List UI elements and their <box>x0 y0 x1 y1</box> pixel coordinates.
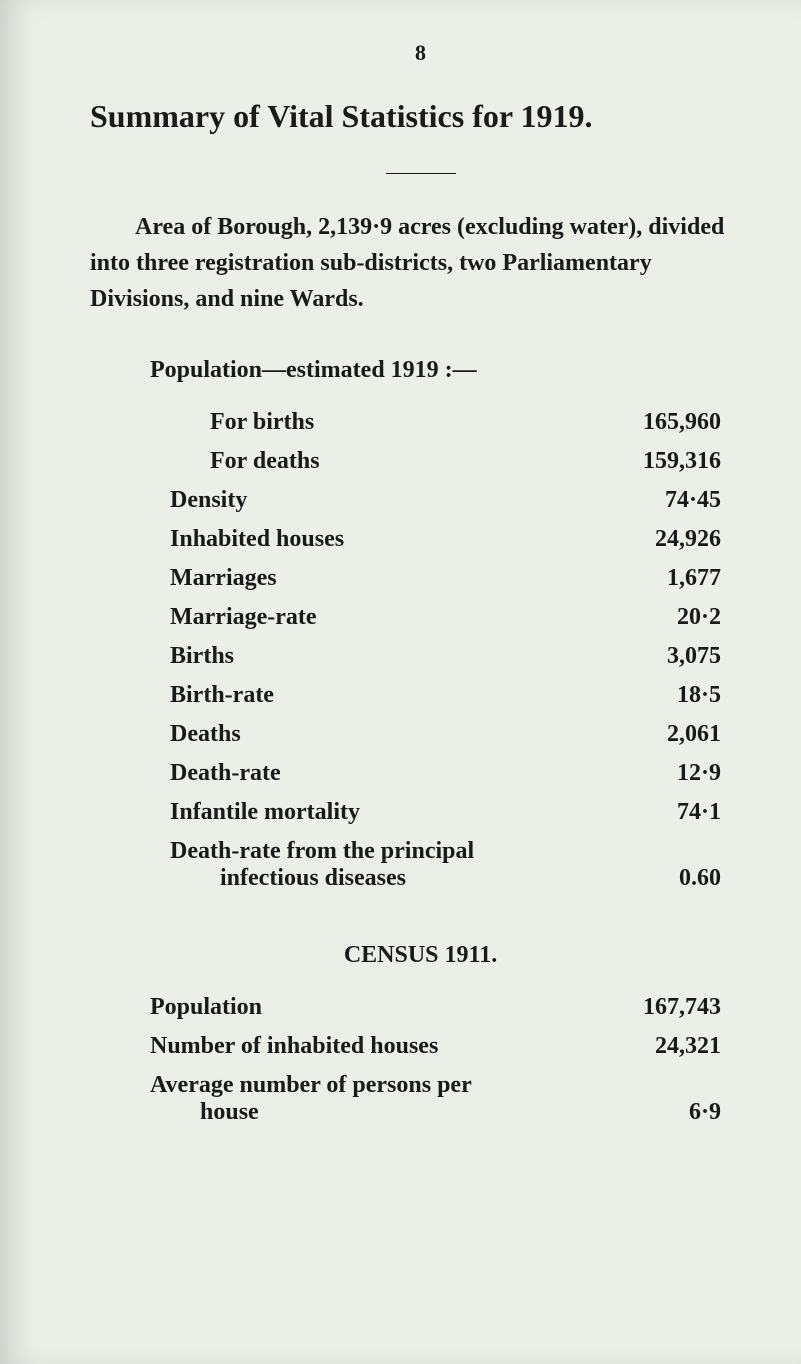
stat-value: 20·2 <box>601 604 721 631</box>
stat-value: 167,743 <box>601 994 721 1021</box>
stat-row-inhabited-houses: Inhabited houses 24,926 <box>170 526 721 553</box>
stat-row-for-births: For births 165,960 <box>210 409 721 436</box>
stat-value: 24,321 <box>601 1033 721 1060</box>
stat-value: 1,677 <box>601 565 721 592</box>
stat-label: Births <box>170 643 601 670</box>
stat-label: Inhabited houses <box>170 526 601 553</box>
stat-row-infectious-line1: Death-rate from the principal <box>170 838 721 865</box>
page-title: Summary of Vital Statistics for 1919. <box>90 96 751 138</box>
census-row-avg-line2: house 6·9 <box>200 1099 721 1126</box>
stat-value: 165,960 <box>601 409 721 436</box>
stat-label: Deaths <box>170 721 601 748</box>
stat-label: Birth-rate <box>170 682 601 709</box>
stat-row-density: Density 74·45 <box>170 487 721 514</box>
stat-value: 0.60 <box>601 865 721 892</box>
census-row-avg-line1: Average number of persons per <box>150 1072 721 1099</box>
stat-row-deaths: Deaths 2,061 <box>170 721 721 748</box>
stat-value: 6·9 <box>601 1099 721 1126</box>
stat-value: 159,316 <box>601 448 721 475</box>
stat-row-infectious-line2: infectious diseases 0.60 <box>220 865 721 892</box>
stat-row-death-rate: Death-rate 12·9 <box>170 760 721 787</box>
stat-label: Population <box>150 994 601 1021</box>
document-page: 8 Summary of Vital Statistics for 1919. … <box>0 0 801 1364</box>
stat-row-birth-rate: Birth-rate 18·5 <box>170 682 721 709</box>
stat-row-marriage-rate: Marriage-rate 20·2 <box>170 604 721 631</box>
stat-value: 24,926 <box>601 526 721 553</box>
divider <box>386 173 456 174</box>
intro-paragraph: Area of Borough, 2,139·9 acres (excludin… <box>90 209 751 317</box>
stat-label: Infantile mortality <box>170 799 601 826</box>
population-header: Population—estimated 1919 :— <box>150 357 751 384</box>
stat-label: For deaths <box>210 448 601 475</box>
stat-label: Average number of persons per <box>150 1072 721 1099</box>
stat-value: 12·9 <box>601 760 721 787</box>
stat-label: infectious diseases <box>220 865 601 892</box>
stat-label: Density <box>170 487 601 514</box>
stat-row-marriages: Marriages 1,677 <box>170 565 721 592</box>
stat-label: For births <box>210 409 601 436</box>
stat-label: Death-rate <box>170 760 601 787</box>
stat-row-for-deaths: For deaths 159,316 <box>210 448 721 475</box>
stat-value: 3,075 <box>601 643 721 670</box>
stat-value: 18·5 <box>601 682 721 709</box>
stat-value: 74·1 <box>601 799 721 826</box>
stat-label: Number of inhabited houses <box>150 1033 601 1060</box>
stat-value: 2,061 <box>601 721 721 748</box>
stat-row-births: Births 3,075 <box>170 643 721 670</box>
page-number: 8 <box>90 40 751 66</box>
census-row-houses: Number of inhabited houses 24,321 <box>150 1033 721 1060</box>
stat-value: 74·45 <box>601 487 721 514</box>
census-header: CENSUS 1911. <box>90 942 751 969</box>
stat-label: Marriages <box>170 565 601 592</box>
census-row-population: Population 167,743 <box>150 994 721 1021</box>
stat-row-infantile-mortality: Infantile mortality 74·1 <box>170 799 721 826</box>
stat-label: Marriage-rate <box>170 604 601 631</box>
stat-label: house <box>200 1099 601 1126</box>
